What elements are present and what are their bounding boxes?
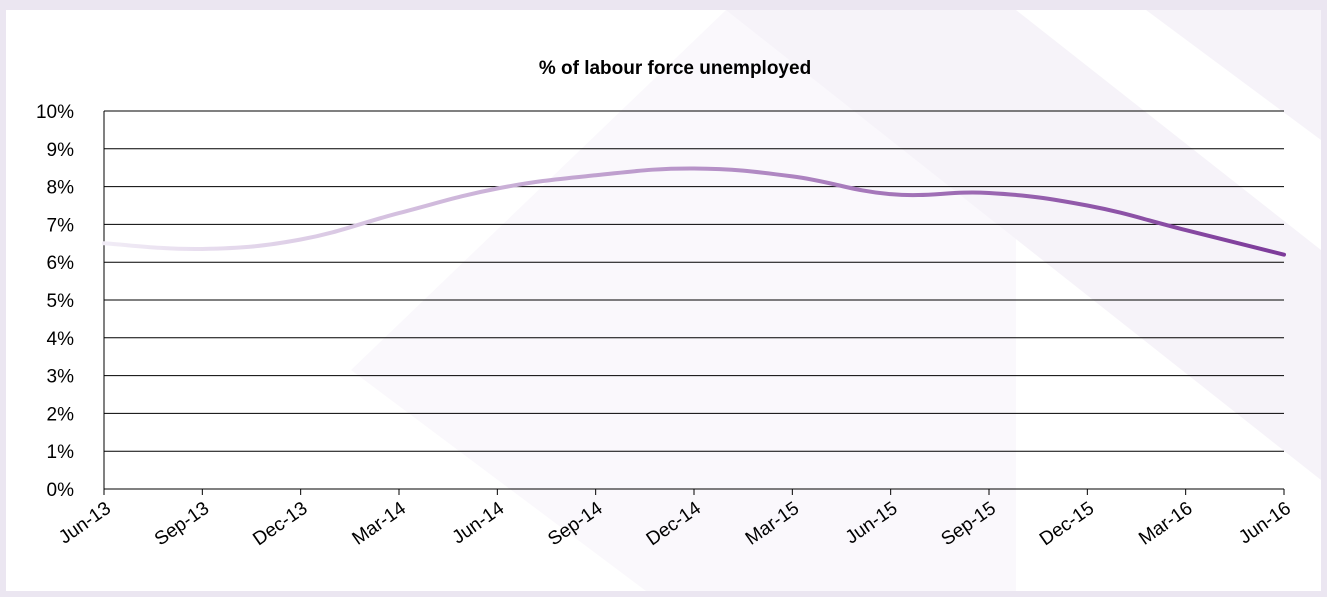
x-tick-label: Sep-13 [151, 498, 213, 550]
x-tick-label: Jun-14 [449, 498, 509, 549]
y-tick-label: 10% [36, 102, 74, 123]
y-tick-label: 6% [47, 253, 75, 274]
x-tick-label: Mar-16 [1135, 498, 1196, 550]
data-point [1282, 253, 1286, 257]
data-point [790, 174, 794, 178]
y-tick-label: 7% [47, 215, 75, 236]
y-tick-label: 5% [47, 291, 75, 312]
data-point [1184, 228, 1188, 232]
data-point [102, 241, 106, 245]
chart-frame: % of labour force unemployed 0% 1% 2% 3% 4% 5… [6, 10, 1321, 591]
data-point [299, 238, 303, 242]
y-tick-label: 2% [47, 404, 75, 425]
y-tick-label: 8% [47, 178, 75, 199]
y-axis-labels: 0% 1% 2% 3% 4% 5% 6% 7% 8% 9% 10% [36, 102, 74, 501]
y-tick-label: 3% [47, 367, 75, 388]
data-point [889, 192, 893, 196]
data-point [594, 173, 598, 177]
series-group [102, 166, 1286, 257]
y-tick-label: 0% [47, 480, 75, 501]
x-axis [103, 111, 1285, 495]
data-point [987, 191, 991, 195]
x-tick-label: Jun-13 [55, 498, 115, 549]
data-point [1085, 204, 1089, 208]
x-tick-label: Mar-14 [349, 498, 411, 550]
y-tick-label: 9% [47, 140, 75, 161]
data-point [495, 186, 499, 190]
x-tick-label: Dec-15 [1036, 498, 1098, 550]
x-tick-label: Jun-16 [1235, 498, 1295, 549]
chart-title: % of labour force unemployed [539, 58, 811, 79]
data-point [200, 247, 204, 251]
data-point [397, 211, 401, 215]
series-line-0 [102, 166, 1286, 257]
y-tick-label: 1% [47, 442, 75, 463]
y-tick-label: 4% [47, 329, 75, 350]
gridlines [104, 110, 1284, 452]
data-point [692, 166, 696, 170]
x-tick-label: Dec-13 [249, 498, 311, 550]
line-chart: % of labour force unemployed 0% 1% 2% 3% 4% 5… [36, 10, 1321, 591]
